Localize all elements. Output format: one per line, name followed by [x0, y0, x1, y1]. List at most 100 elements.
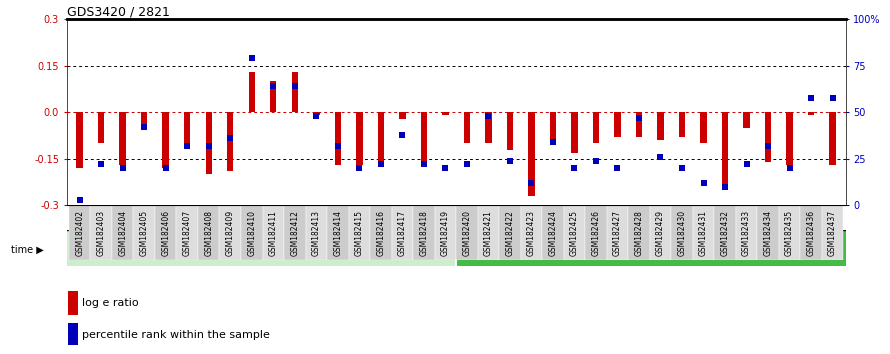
Text: GSM182420: GSM182420 — [463, 210, 472, 256]
Bar — [499, 205, 521, 260]
Text: GSM182421: GSM182421 — [484, 210, 493, 256]
Text: GSM182408: GSM182408 — [204, 210, 214, 256]
Bar — [521, 205, 542, 260]
Point — [481, 113, 496, 119]
Bar — [457, 230, 846, 266]
Point — [417, 161, 431, 167]
Bar — [550, 113, 556, 140]
Bar — [635, 113, 643, 137]
Text: GSM182403: GSM182403 — [97, 210, 106, 256]
Bar — [91, 205, 112, 260]
Bar — [650, 205, 671, 260]
Bar — [392, 205, 413, 260]
Bar — [722, 113, 728, 184]
Text: GSM182435: GSM182435 — [785, 210, 794, 256]
Text: GSM182406: GSM182406 — [161, 210, 170, 256]
Point — [73, 197, 87, 202]
Bar — [399, 113, 406, 119]
Text: GSM182419: GSM182419 — [441, 210, 449, 256]
Text: log e ratio: log e ratio — [83, 298, 139, 308]
Text: GSM182416: GSM182416 — [376, 210, 385, 256]
Bar — [421, 113, 427, 165]
Text: GSM182415: GSM182415 — [355, 210, 364, 256]
Text: GSM182402: GSM182402 — [75, 210, 85, 256]
Bar — [184, 113, 190, 143]
Point — [675, 165, 689, 171]
Bar — [349, 205, 370, 260]
Text: GSM182436: GSM182436 — [806, 210, 815, 256]
Bar — [198, 205, 220, 260]
Point — [287, 84, 302, 89]
Bar — [563, 205, 586, 260]
Bar — [715, 205, 736, 260]
Point — [331, 143, 345, 149]
Bar — [593, 113, 599, 143]
Bar — [69, 291, 78, 315]
Point — [503, 158, 517, 164]
Text: GSM182423: GSM182423 — [527, 210, 536, 256]
Bar — [305, 205, 327, 260]
Text: time ▶: time ▶ — [11, 245, 44, 255]
Bar — [800, 205, 821, 260]
Bar — [787, 113, 793, 165]
Bar — [248, 72, 255, 113]
Text: GSM182410: GSM182410 — [247, 210, 256, 256]
Bar — [370, 205, 392, 260]
Bar — [743, 113, 749, 128]
Point — [653, 154, 668, 160]
Point — [460, 161, 474, 167]
Text: GSM182430: GSM182430 — [677, 210, 686, 256]
Text: GSM182425: GSM182425 — [570, 210, 578, 256]
Text: GSM182418: GSM182418 — [419, 210, 428, 256]
Text: GSM182433: GSM182433 — [742, 210, 751, 256]
Point — [266, 84, 280, 89]
Text: GSM182407: GSM182407 — [182, 210, 191, 256]
Point — [116, 165, 130, 171]
Bar — [377, 113, 384, 165]
Bar — [679, 113, 685, 137]
Point — [740, 161, 754, 167]
Bar — [77, 113, 83, 168]
Text: 24 h: 24 h — [638, 244, 663, 253]
Bar — [112, 205, 134, 260]
Text: GSM182429: GSM182429 — [656, 210, 665, 256]
Point — [374, 161, 388, 167]
Bar — [227, 113, 233, 171]
Bar — [821, 205, 844, 260]
Bar — [765, 113, 772, 162]
Bar — [457, 205, 478, 260]
Bar — [67, 230, 457, 266]
Bar — [206, 113, 212, 175]
Point — [589, 158, 603, 164]
Point — [804, 95, 818, 101]
Point — [567, 165, 581, 171]
Point — [438, 165, 452, 171]
Point — [137, 124, 151, 130]
Bar — [327, 205, 349, 260]
Bar — [220, 205, 241, 260]
Bar — [69, 205, 91, 260]
Text: GSM182432: GSM182432 — [721, 210, 730, 256]
Bar — [434, 205, 457, 260]
Point — [761, 143, 775, 149]
Text: GSM182413: GSM182413 — [312, 210, 320, 256]
Bar — [658, 113, 664, 140]
Point — [782, 165, 797, 171]
Bar — [614, 113, 620, 137]
Bar — [829, 113, 836, 165]
Point — [309, 113, 323, 119]
Bar — [757, 205, 779, 260]
Text: GSM182426: GSM182426 — [592, 210, 601, 256]
Text: GSM182411: GSM182411 — [269, 210, 278, 256]
Point — [158, 165, 173, 171]
Point — [546, 139, 560, 145]
Bar — [356, 113, 362, 165]
Text: GSM182437: GSM182437 — [828, 210, 837, 256]
Text: GSM182427: GSM182427 — [613, 210, 622, 256]
Bar — [335, 113, 341, 165]
Point — [223, 136, 238, 141]
Text: GSM182409: GSM182409 — [226, 210, 235, 256]
Point — [825, 95, 839, 101]
Bar — [506, 113, 514, 149]
Bar — [442, 113, 449, 115]
